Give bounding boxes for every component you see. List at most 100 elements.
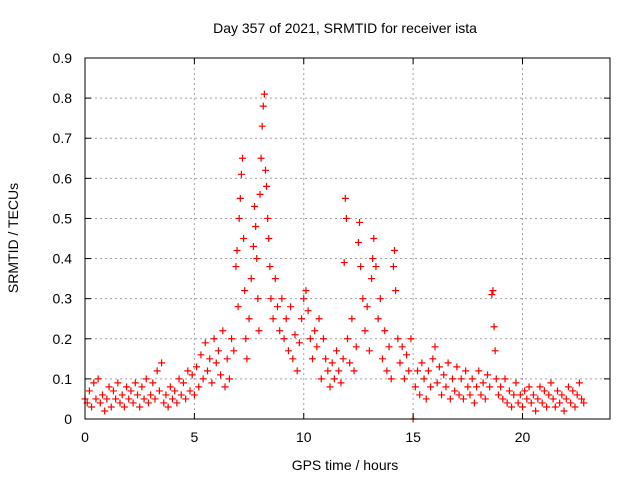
data-point bbox=[85, 387, 93, 395]
data-point bbox=[462, 367, 470, 375]
data-point bbox=[405, 367, 413, 375]
y-tick-label: 0.1 bbox=[53, 371, 73, 387]
data-point bbox=[330, 375, 338, 383]
data-point bbox=[302, 287, 310, 295]
data-point bbox=[379, 355, 386, 363]
data-point bbox=[155, 387, 163, 395]
data-point bbox=[232, 263, 240, 271]
data-point bbox=[359, 295, 367, 303]
data-point bbox=[134, 391, 141, 399]
data-point bbox=[369, 255, 377, 263]
data-point bbox=[120, 403, 128, 411]
data-point bbox=[282, 315, 290, 323]
data-point bbox=[508, 403, 516, 411]
data-point bbox=[490, 323, 498, 331]
data-point bbox=[234, 303, 242, 311]
data-point bbox=[422, 395, 430, 403]
data-point bbox=[99, 391, 106, 399]
data-point bbox=[201, 339, 209, 347]
data-point bbox=[309, 355, 316, 363]
data-point bbox=[501, 375, 509, 383]
data-point bbox=[123, 383, 131, 391]
y-tick-label: 0.4 bbox=[53, 251, 73, 267]
data-point bbox=[116, 399, 124, 407]
data-point bbox=[494, 391, 502, 399]
data-point bbox=[298, 315, 306, 323]
data-point bbox=[352, 343, 360, 351]
data-point bbox=[162, 391, 170, 399]
data-point bbox=[204, 367, 211, 375]
data-point bbox=[206, 355, 214, 363]
data-point bbox=[293, 367, 301, 375]
plot-frame bbox=[84, 57, 611, 420]
data-point bbox=[140, 395, 148, 403]
data-point bbox=[271, 275, 279, 283]
data-point bbox=[481, 395, 489, 403]
data-point bbox=[440, 371, 448, 379]
data-point bbox=[175, 375, 183, 383]
data-point bbox=[158, 359, 166, 367]
data-point bbox=[396, 359, 404, 367]
data-point bbox=[337, 379, 345, 387]
data-point bbox=[372, 263, 380, 271]
data-point bbox=[241, 287, 249, 295]
data-point bbox=[264, 214, 272, 222]
y-tick-label: 0.5 bbox=[53, 210, 73, 226]
data-point bbox=[217, 371, 225, 379]
data-point bbox=[383, 367, 391, 375]
data-point bbox=[291, 331, 299, 339]
data-point bbox=[171, 387, 179, 395]
data-point bbox=[400, 375, 408, 383]
data-point bbox=[580, 399, 588, 407]
data-point bbox=[489, 287, 497, 295]
data-point bbox=[564, 383, 572, 391]
data-point bbox=[361, 327, 369, 335]
data-point bbox=[261, 166, 269, 174]
data-point bbox=[560, 407, 568, 415]
data-point bbox=[427, 383, 435, 391]
data-point bbox=[251, 202, 259, 210]
y-tick-label: 0.2 bbox=[53, 331, 73, 347]
data-point bbox=[547, 379, 555, 387]
data-point bbox=[284, 347, 292, 355]
data-point bbox=[242, 335, 250, 343]
data-point bbox=[516, 391, 524, 399]
data-point bbox=[295, 339, 303, 347]
data-point bbox=[525, 383, 533, 391]
data-point bbox=[319, 335, 327, 343]
data-point bbox=[411, 383, 419, 391]
data-point bbox=[195, 383, 203, 391]
data-point bbox=[263, 182, 271, 190]
data-point bbox=[280, 335, 288, 343]
data-point bbox=[287, 303, 295, 311]
data-point bbox=[444, 359, 452, 367]
data-point bbox=[258, 122, 266, 130]
data-point bbox=[431, 343, 439, 351]
data-point bbox=[147, 391, 155, 399]
data-point bbox=[365, 347, 373, 355]
data-point bbox=[210, 335, 218, 343]
data-point bbox=[464, 383, 472, 391]
data-point bbox=[374, 315, 382, 323]
data-point bbox=[512, 379, 520, 387]
data-point bbox=[138, 383, 146, 391]
data-point bbox=[265, 235, 273, 242]
x-axis-ticks: 0 5 10 15 20 bbox=[81, 58, 530, 445]
data-point bbox=[497, 383, 505, 391]
data-point bbox=[549, 395, 557, 403]
data-point bbox=[356, 218, 364, 226]
data-point bbox=[571, 403, 579, 411]
data-point bbox=[519, 403, 526, 411]
data-point bbox=[193, 363, 201, 371]
data-point bbox=[435, 363, 443, 371]
data-point bbox=[164, 403, 172, 411]
data-point bbox=[457, 375, 465, 383]
data-point bbox=[348, 315, 356, 323]
data-point bbox=[344, 335, 351, 343]
data-point bbox=[254, 295, 262, 303]
data-point bbox=[101, 407, 109, 415]
data-point bbox=[545, 391, 553, 399]
data-point bbox=[289, 355, 297, 363]
data-point bbox=[532, 407, 540, 415]
data-point bbox=[153, 367, 161, 375]
